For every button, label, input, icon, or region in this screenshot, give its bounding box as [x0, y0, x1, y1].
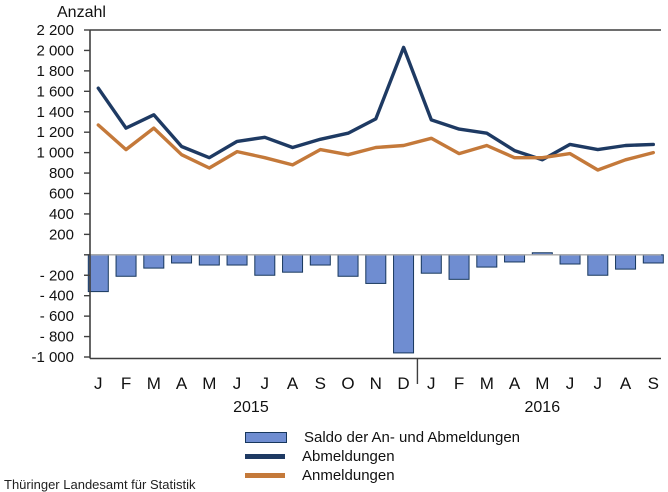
- x-axis-month-label: J: [594, 374, 603, 393]
- x-axis-month-label: F: [454, 374, 464, 393]
- y-axis-tick-label: 2 200: [36, 22, 74, 39]
- saldo-bar: [198, 254, 220, 266]
- y-axis-tick-label: - 400: [40, 288, 74, 305]
- saldo-bar: [504, 254, 526, 263]
- y-axis-title: Anzahl: [57, 4, 106, 21]
- x-axis-year-label: 2016: [525, 399, 561, 416]
- y-axis-tick-label: 1 200: [36, 124, 74, 141]
- x-axis-month-label: J: [427, 374, 436, 393]
- saldo-bar: [587, 254, 609, 276]
- x-axis-month-label: D: [397, 374, 409, 393]
- y-axis-tick-label: 800: [49, 165, 74, 182]
- x-axis-month-label: J: [233, 374, 242, 393]
- x-axis-month-label: S: [648, 374, 659, 393]
- y-axis-tick-label: 1 400: [36, 104, 74, 121]
- y-axis-tick-label: 1 600: [36, 83, 74, 100]
- saldo-bar: [559, 254, 581, 265]
- x-axis-month-label: J: [261, 374, 270, 393]
- saldo-bar: [393, 254, 415, 354]
- x-axis-month-label: O: [341, 374, 354, 393]
- chart-legend: Saldo der An- und Abmeldungen Abmeldunge…: [245, 428, 520, 485]
- y-axis-tick-label: -1 000: [31, 349, 74, 366]
- x-axis-month-label: A: [287, 374, 299, 393]
- legend-item-saldo: Saldo der An- und Abmeldungen: [245, 428, 520, 446]
- saldo-bar: [171, 254, 193, 264]
- y-axis-tick-label: - 800: [40, 329, 74, 346]
- x-axis-month-label: A: [620, 374, 632, 393]
- x-axis-month-label: S: [315, 374, 326, 393]
- x-axis-month-label: A: [176, 374, 188, 393]
- saldo-bar: [115, 254, 137, 277]
- y-axis-tick-label: 600: [49, 186, 74, 203]
- saldo-bar: [226, 254, 248, 266]
- saldo-bar: [448, 254, 470, 280]
- x-axis-year-label: 2015: [233, 399, 269, 416]
- x-axis-month-label: N: [370, 374, 382, 393]
- y-axis-tick-label: 2 000: [36, 42, 74, 59]
- saldo-bar: [365, 254, 387, 284]
- saldo-bar: [476, 254, 498, 268]
- abmeldungen-line: [96, 45, 655, 162]
- y-axis-tick-label: 400: [49, 206, 74, 223]
- anmeldungen-line: [96, 123, 655, 172]
- y-axis-tick-label: - 600: [40, 308, 74, 325]
- source-attribution: Thüringer Landesamt für Statistik: [4, 477, 196, 492]
- saldo-bar: [615, 254, 637, 270]
- x-axis-month-label: A: [509, 374, 521, 393]
- saldo-bar: [420, 254, 442, 274]
- x-axis-month-label: M: [202, 374, 216, 393]
- saldo-bar: [254, 254, 276, 276]
- anmeldungen-line-swatch: [245, 472, 285, 478]
- abmeldungen-line-swatch: [245, 453, 285, 459]
- legend-item-abmeldungen: Abmeldungen: [245, 447, 520, 465]
- x-axis-month-label: F: [121, 374, 131, 393]
- saldo-bar: [309, 254, 331, 266]
- x-axis-month-label: M: [480, 374, 494, 393]
- x-axis-month-label: J: [566, 374, 575, 393]
- saldo-bar: [642, 254, 664, 264]
- y-axis-tick-label: 1 800: [36, 63, 74, 80]
- y-axis-tick-label: 200: [49, 226, 74, 243]
- saldo-bar: [337, 254, 359, 277]
- x-axis-month-label: M: [535, 374, 549, 393]
- legend-label-saldo: Saldo der An- und Abmeldungen: [304, 428, 520, 446]
- legend-label-abmeldungen: Abmeldungen: [302, 447, 395, 465]
- saldo-bar: [282, 254, 304, 273]
- saldo-bar-swatch: [245, 431, 287, 443]
- saldo-bar: [143, 254, 165, 269]
- saldo-bar: [87, 254, 109, 293]
- legend-item-anmeldungen: Anmeldungen: [245, 466, 520, 484]
- y-axis-tick-label: 1 000: [36, 145, 74, 162]
- x-axis-month-label: J: [94, 374, 103, 393]
- y-axis-tick-label: - 200: [40, 267, 74, 284]
- x-axis-month-label: M: [147, 374, 161, 393]
- legend-label-anmeldungen: Anmeldungen: [302, 466, 395, 484]
